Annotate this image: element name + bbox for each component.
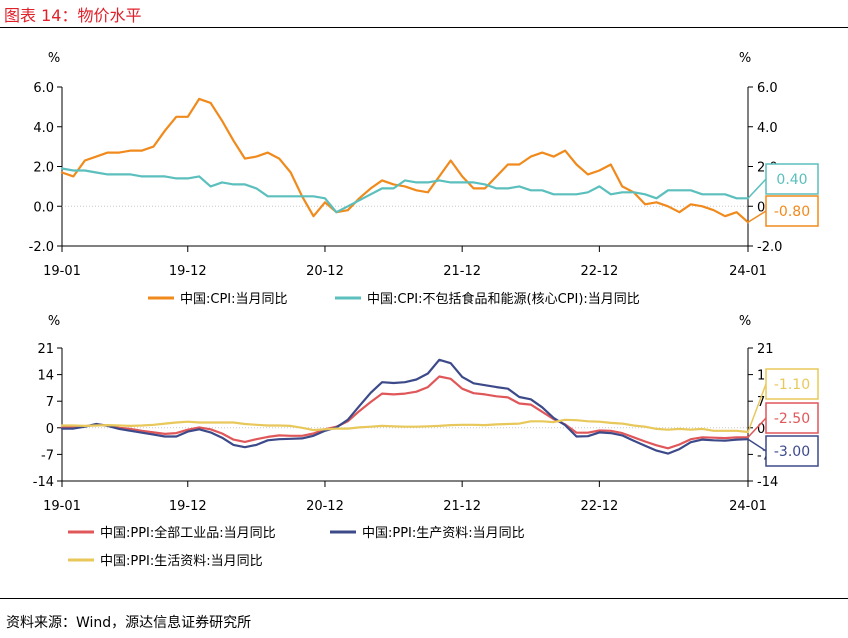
right-unit-label: % (739, 314, 751, 329)
left-y-tick-label: 7 (46, 395, 54, 410)
x-tick-label: 20-12 (306, 264, 344, 279)
left-y-tick-label: 14 (37, 369, 54, 384)
end-label-box (765, 368, 819, 400)
series-line (60, 418, 750, 434)
x-tick-label: 21-12 (443, 499, 481, 514)
right-y-tick-label: 0 (757, 422, 765, 437)
end-value-label: 0.40 (776, 172, 807, 188)
left-y-tick-label: 6.0 (33, 81, 54, 96)
legend-label: 中国:PPI:全部工业品:当月同比 (100, 525, 276, 541)
end-value-label: -0.80 (774, 204, 810, 220)
series-line (60, 358, 750, 455)
x-tick-label: 19-12 (169, 264, 207, 279)
legend-label: 中国:PPI:生产资料:当月同比 (362, 526, 525, 541)
right-y-tick-label: -2.0 (757, 240, 782, 255)
left-unit-label: % (48, 314, 60, 329)
legend-label: 中国:CPI:不包括食品和能源(核心CPI):当月同比 (367, 291, 640, 307)
right-unit-label: % (739, 51, 751, 66)
x-tick-label: 19-12 (169, 499, 207, 514)
end-label-box (765, 435, 819, 467)
source-rule (0, 598, 848, 599)
left-y-tick-label: 4.0 (33, 121, 54, 136)
end-value-label: -3.00 (774, 444, 810, 460)
right-y-tick-label: 7 (757, 395, 765, 410)
source-note: 资料来源：Wind，源达信息证券研究所 (6, 615, 252, 631)
legend-label: 中国:CPI:当月同比 (180, 292, 288, 307)
left-y-tick-label: -7 (41, 448, 54, 463)
series-line (60, 97, 750, 224)
x-tick-label: 21-12 (443, 264, 481, 279)
left-y-tick-label: 2.0 (33, 161, 54, 176)
x-tick-label: 22-12 (580, 264, 618, 279)
end-value-label: -1.10 (774, 377, 810, 393)
x-tick-label: 20-12 (306, 499, 344, 514)
end-label-box (765, 402, 819, 434)
series-line (60, 167, 750, 214)
end-label-connector (747, 383, 767, 433)
right-y-tick-label: 4.0 (757, 121, 778, 136)
end-label-connector (747, 210, 767, 223)
x-tick-label: 24-01 (729, 499, 767, 514)
x-tick-label: 22-12 (580, 499, 618, 514)
left-y-tick-label: 0 (46, 422, 54, 437)
left-y-tick-label: 0.0 (33, 200, 54, 215)
end-label-connector (747, 417, 767, 438)
x-tick-label: 24-01 (729, 264, 767, 279)
left-unit-label: % (48, 51, 60, 66)
end-label-box (765, 163, 819, 195)
end-value-label: -2.50 (774, 411, 810, 427)
right-y-tick-label: 6.0 (757, 81, 778, 96)
end-label-box (765, 195, 819, 227)
left-y-tick-label: 21 (37, 342, 54, 357)
right-y-tick-label: 21 (757, 342, 774, 357)
left-y-tick-label: -2.0 (29, 240, 54, 255)
right-y-tick-label: -14 (757, 475, 778, 490)
left-y-tick-label: -14 (33, 475, 54, 490)
end-label-connector (747, 178, 767, 199)
x-tick-label: 19-01 (43, 264, 81, 279)
series-line (60, 375, 750, 450)
x-tick-label: 19-01 (43, 499, 81, 514)
title-rule (0, 27, 848, 28)
figure-title: 图表 14：物价水平 (4, 6, 142, 25)
legend-label: 中国:PPI:生活资料:当月同比 (100, 554, 263, 569)
end-label-connector (747, 438, 767, 452)
